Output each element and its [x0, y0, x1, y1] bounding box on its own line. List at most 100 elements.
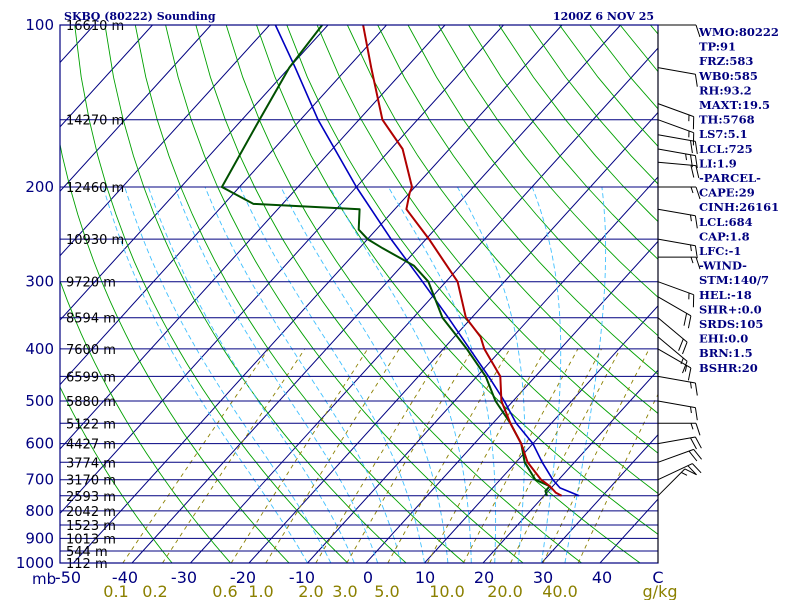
temperature-tick-label: -40 — [112, 568, 138, 587]
index-value: BRN:1.5 — [699, 346, 753, 360]
indices-panel: WMO:80222TP:91FRZ:583WB0:585RH:93.2MAXT:… — [698, 25, 779, 375]
sounding-profiles — [220, 25, 580, 497]
index-value: SRDS:105 — [699, 317, 763, 331]
index-value: STM:140/7 — [699, 273, 769, 287]
isotherm-line — [60, 25, 153, 128]
temperature-tick-label: -30 — [171, 568, 197, 587]
wind-barb — [657, 119, 695, 146]
mixing-ratio-line — [230, 348, 369, 563]
index-value: CAP:1.8 — [699, 229, 750, 243]
wind-barb — [657, 281, 695, 308]
height-label: 2042 m — [66, 505, 116, 520]
height-label: 3774 m — [66, 456, 116, 471]
isotherm-line — [365, 240, 658, 563]
index-value: HEL:-18 — [699, 288, 752, 302]
height-label: 6599 m — [66, 370, 116, 385]
mixing-ratio-tick-label: 0.1 — [103, 582, 128, 600]
index-value: CAPE:29 — [699, 186, 755, 200]
height-label: 112 m — [66, 557, 108, 572]
wind-barb — [657, 103, 695, 130]
isotherm-line — [131, 25, 621, 563]
isotherm-line — [60, 25, 387, 386]
isotherm-line — [60, 25, 504, 515]
moist-adiabat-line — [457, 186, 526, 563]
wind-barbs — [657, 24, 702, 497]
wind-barb — [657, 238, 698, 259]
mixing-ratio-tick-label: 0.6 — [212, 582, 237, 600]
height-label: 10930 m — [66, 233, 124, 248]
mixing-ratio-tick-label: 0.2 — [142, 582, 167, 600]
wind-barb — [657, 134, 698, 154]
mixing-ratio-line — [122, 348, 269, 563]
height-label: 14270 m — [66, 114, 124, 129]
mixing-ratio-line — [315, 348, 446, 563]
pressure-tick-label: 1000 — [16, 554, 54, 572]
wind-barb — [657, 400, 698, 421]
wind-barb — [657, 336, 688, 374]
index-value: FRZ:583 — [699, 54, 753, 68]
moist-adiabat-line — [174, 186, 379, 563]
index-value: WMO:80222 — [698, 25, 779, 39]
index-value: LCL:684 — [699, 215, 753, 229]
index-value: LS7:5.1 — [699, 127, 748, 141]
moist-adiabat-line — [147, 186, 355, 563]
height-label: 1013 m — [66, 532, 116, 547]
index-value: TP:91 — [699, 40, 736, 54]
height-label: 4427 m — [66, 438, 116, 453]
index-value: RH:93.2 — [699, 83, 752, 97]
moist-adiabat-line — [102, 186, 308, 563]
height-label: 2593 m — [66, 490, 116, 505]
height-label: 1523 m — [66, 519, 116, 534]
wind-barb — [657, 463, 702, 481]
wind-barb — [657, 436, 702, 450]
wind-barb — [658, 422, 701, 436]
height-label: 5122 m — [66, 417, 116, 432]
height-label: 7600 m — [66, 343, 116, 358]
temperature-tick-label: 0 — [363, 568, 373, 587]
wind-barb — [657, 296, 692, 329]
isotherm-line — [307, 176, 658, 563]
dry-adiabat-line — [134, 25, 465, 563]
mixing-ratio-tick-label: 3.0 — [332, 582, 357, 600]
moist-adiabat-line — [388, 186, 497, 563]
wind-barb — [657, 448, 702, 463]
temperature-trace — [362, 25, 563, 497]
pressure-unit-label: mb — [32, 570, 56, 588]
pressure-tick-label: 500 — [25, 392, 54, 410]
isotherm-line — [60, 25, 446, 450]
mixing-ratio-tick-label: 2.0 — [298, 582, 323, 600]
moist-adiabat-line — [239, 186, 425, 563]
isotherm-line — [60, 25, 212, 193]
isotherm-line — [248, 111, 658, 563]
plot-frame — [59, 24, 659, 564]
pressure-tick-label: 700 — [25, 471, 54, 489]
isotherm-line — [541, 433, 658, 563]
index-value: TH:5768 — [699, 113, 755, 127]
wind-barb — [657, 375, 698, 396]
index-value: CINH:26161 — [699, 200, 779, 214]
temperature-tick-label: 40 — [592, 568, 612, 587]
index-value: -WIND- — [699, 259, 747, 273]
mixing-ratio-line — [162, 348, 306, 563]
moist-adiabat-line — [564, 186, 607, 563]
wind-barb — [658, 24, 701, 38]
isotherm-line — [190, 47, 658, 563]
height-label: 544 m — [66, 545, 108, 560]
pressure-tick-label: 600 — [25, 435, 54, 453]
index-value: SHR+:0.0 — [699, 302, 762, 316]
height-label: 12460 m — [66, 181, 124, 196]
wind-barb — [657, 208, 698, 229]
station-title: SKBQ (80222) Sounding — [64, 10, 216, 23]
pressure-tick-label: 900 — [25, 529, 54, 547]
height-label: 3170 m — [66, 474, 116, 489]
wind-barb — [657, 67, 698, 87]
dry-adiabat-grid — [60, 25, 658, 563]
height-label: 16610 m — [66, 19, 124, 34]
isotherm-line — [424, 305, 658, 563]
mixing-ratio-line — [510, 348, 621, 563]
pressure-tick-label: 200 — [25, 178, 54, 196]
mixing-ratio-tick-label: 5.0 — [374, 582, 399, 600]
pressure-tick-label: 800 — [25, 502, 54, 520]
